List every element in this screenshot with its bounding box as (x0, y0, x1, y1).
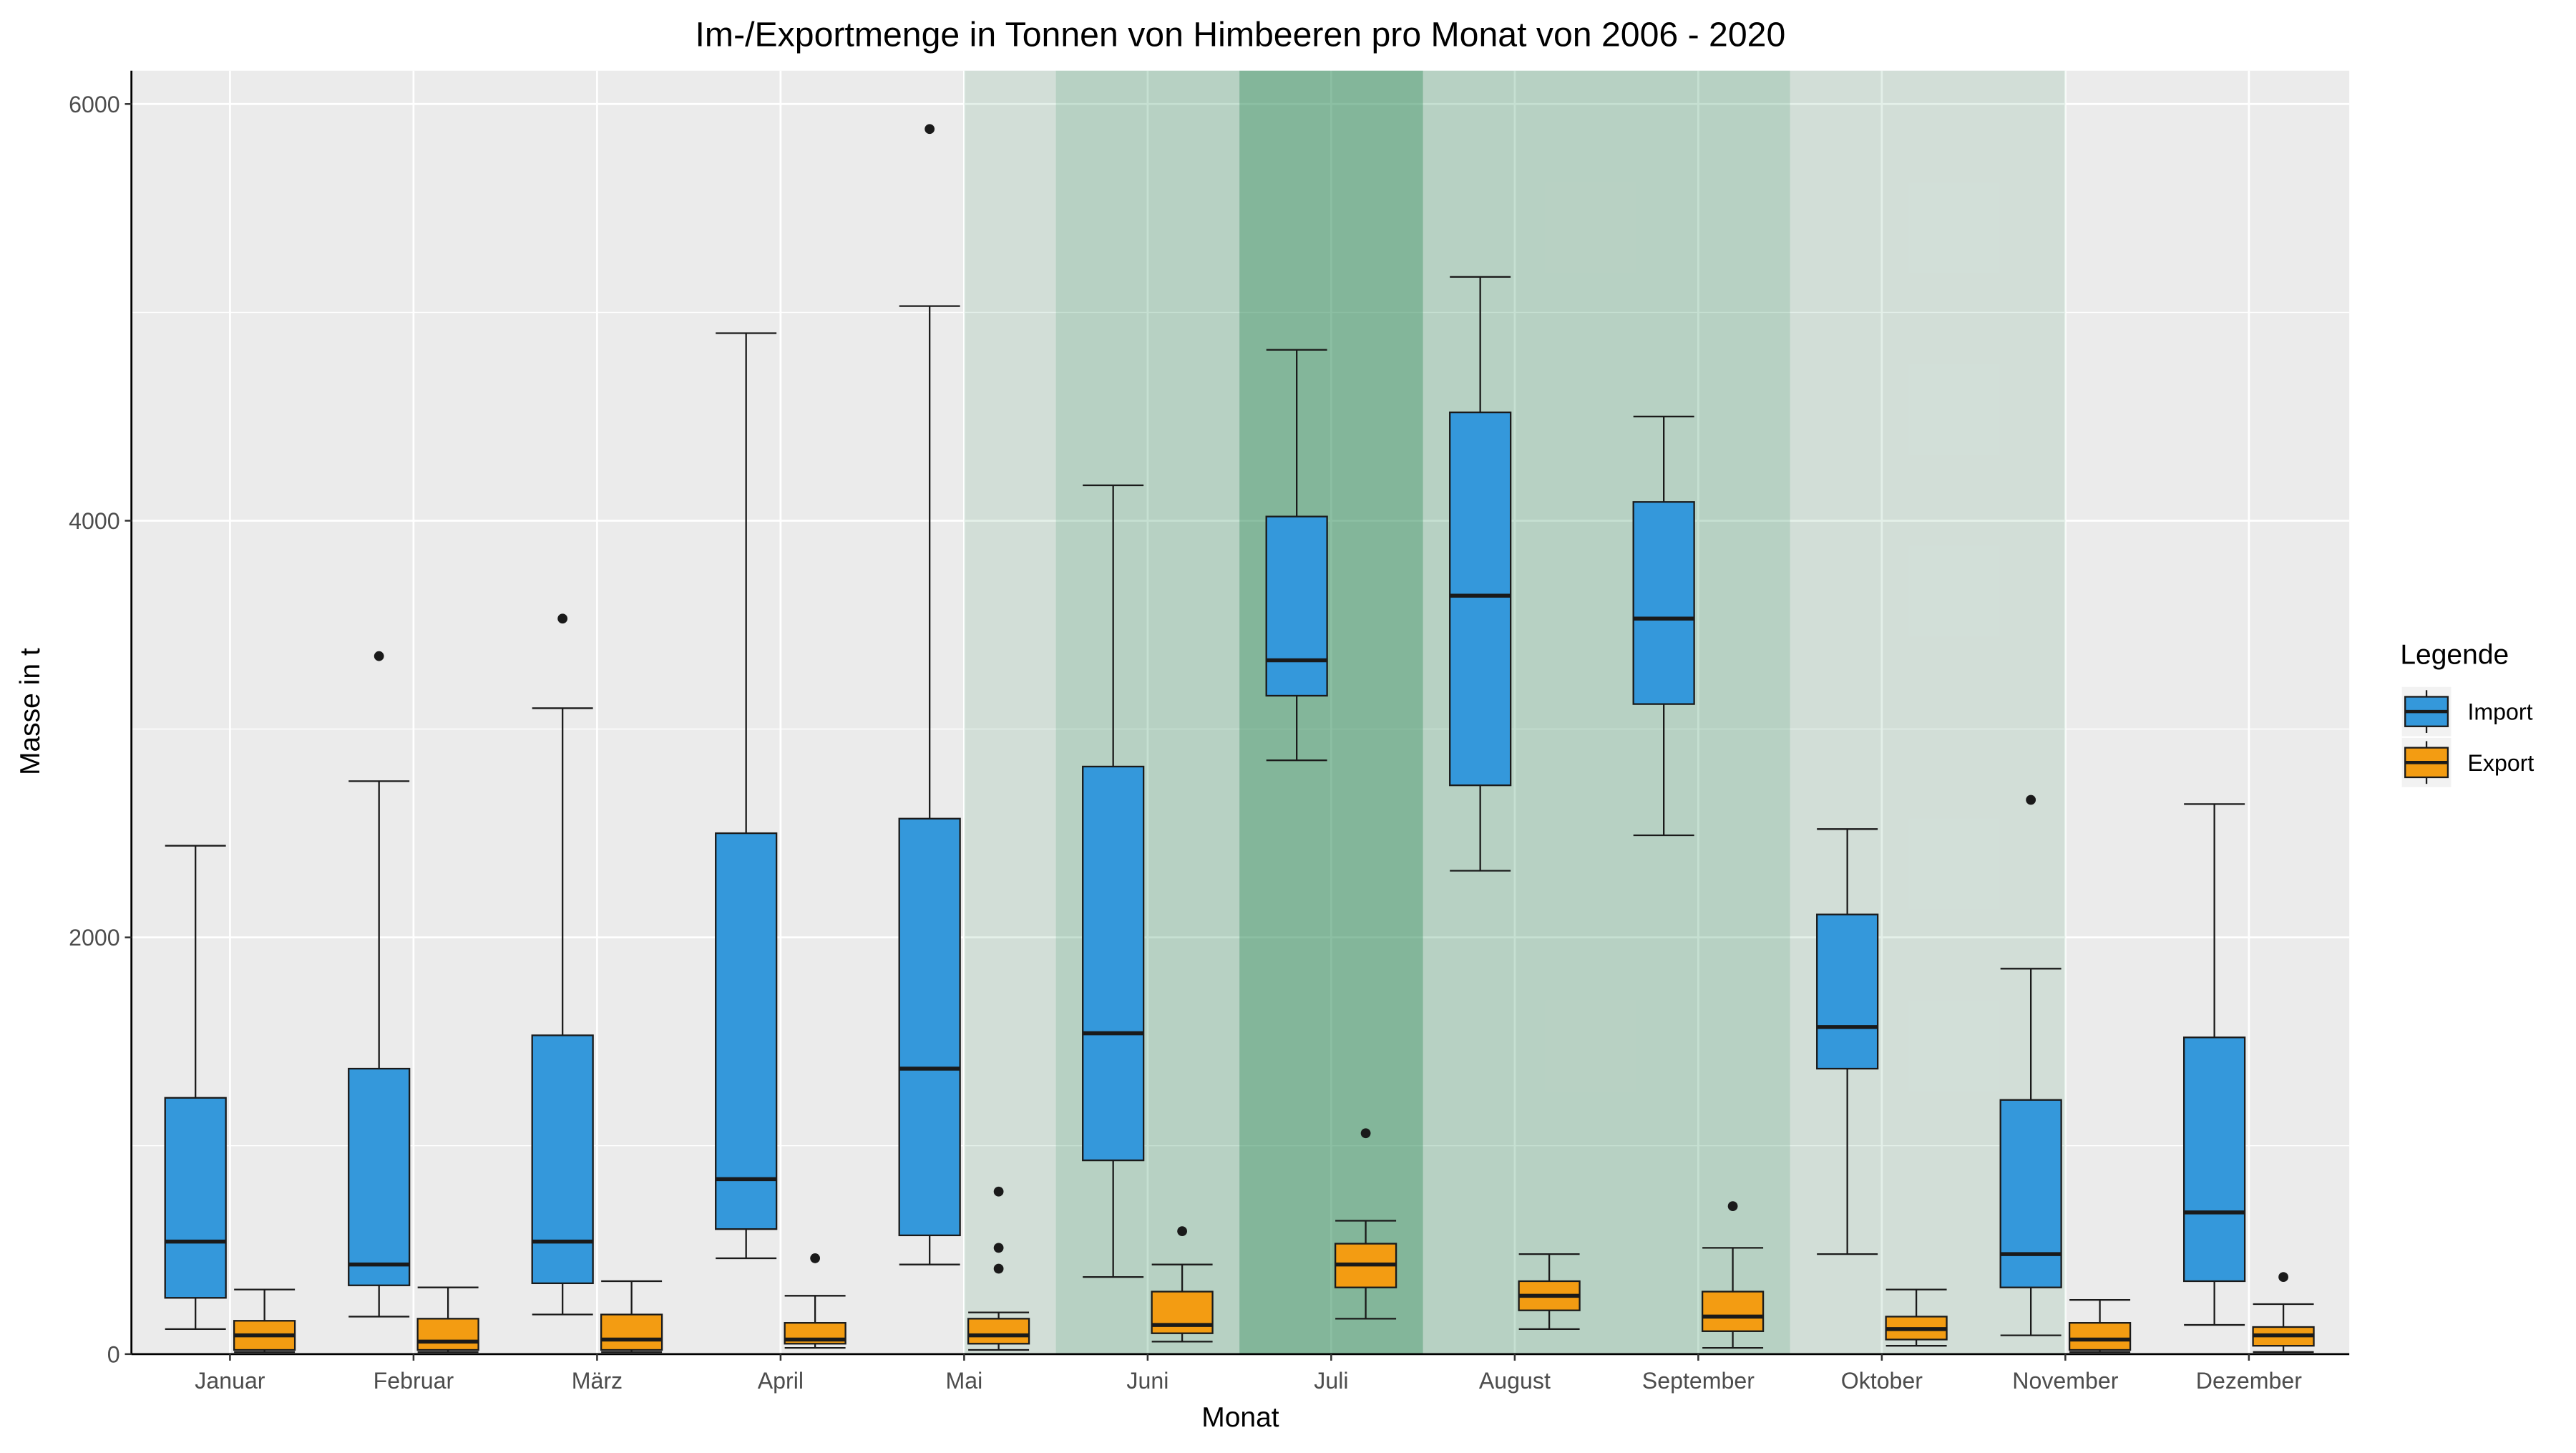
box-iqr (1816, 913, 1879, 1070)
legend-label-import: Import (2467, 699, 2532, 725)
box-iqr (1632, 501, 1695, 705)
boxplot-export (1334, 1128, 1397, 1320)
box-iqr (715, 832, 778, 1230)
box-iqr (2183, 1036, 2246, 1283)
x-tick-label: November (2012, 1368, 2118, 1394)
outlier-point (924, 124, 935, 135)
boxplot-import (1449, 276, 1512, 872)
boxplot-export (1885, 1288, 1948, 1347)
box-iqr (164, 1097, 227, 1299)
x-tick-label: August (1479, 1368, 1551, 1394)
boxplot-import (531, 613, 594, 1316)
box-iqr (531, 1034, 594, 1285)
legend-keys (2401, 686, 2451, 787)
boxplot-import (1816, 828, 1879, 1255)
boxplot-export (1701, 1201, 1765, 1349)
legend: Legende Import Export (2400, 640, 2534, 787)
outlier-point (1727, 1201, 1738, 1212)
boxplot-import (898, 124, 961, 1265)
boxplot-import (715, 332, 778, 1260)
x-tick-label: Januar (195, 1368, 265, 1394)
x-axis-title: Monat (1201, 1402, 1279, 1433)
boxplot-export (1151, 1226, 1214, 1343)
boxplot-export (2068, 1299, 2132, 1354)
boxplot-import (164, 845, 227, 1331)
axes: 0 2000 4000 6000 Januar Februar März April Mai Ju… (69, 70, 2350, 1394)
boxplot-export (600, 1280, 663, 1354)
outlier-point (2026, 794, 2036, 805)
boxplot-export (784, 1253, 847, 1349)
boxplot-export (967, 1186, 1030, 1351)
legend-key-import (2401, 686, 2451, 737)
boxplot-export (2252, 1272, 2315, 1354)
box-iqr (967, 1318, 1030, 1345)
outlier-point (993, 1186, 1004, 1197)
highlight-band (964, 70, 1056, 1354)
outlier-point (2278, 1272, 2288, 1283)
outlier-point (557, 613, 568, 624)
boxplot-import (1265, 349, 1328, 762)
outlier-point (374, 651, 384, 661)
boxplot-export (233, 1288, 296, 1354)
boxplot-import (2183, 803, 2246, 1326)
boxplot-import (1082, 484, 1145, 1278)
box-iqr (1999, 1099, 2062, 1288)
outlier-point (993, 1243, 1004, 1253)
x-tick-label: März (572, 1368, 623, 1394)
x-tick-label: Oktober (1841, 1368, 1923, 1394)
outlier-point (993, 1263, 1004, 1274)
boxplot-import (1999, 794, 2062, 1336)
highlight-band (1055, 70, 1240, 1354)
box-iqr (1265, 515, 1328, 697)
y-tick-label: 6000 (69, 92, 119, 117)
box-iqr (1701, 1291, 1765, 1332)
highlight-band (1239, 70, 1423, 1354)
legend-label-export: Export (2467, 750, 2534, 776)
boxplot-export (416, 1286, 479, 1354)
x-tick-label: Dezember (2196, 1368, 2302, 1394)
y-axis-title: Masse in t (15, 648, 46, 775)
box-iqr (1151, 1291, 1214, 1334)
highlight-bands (964, 70, 2066, 1354)
box-iqr (1449, 411, 1512, 787)
chart-title: Im-/Exportmenge in Tonnen von Himbeeren … (696, 15, 1786, 54)
y-tick-label: 0 (107, 1341, 120, 1367)
outlier-point (1360, 1128, 1371, 1139)
box-iqr (600, 1313, 663, 1351)
legend-key-export (2401, 737, 2451, 787)
x-tick-label: Februar (374, 1368, 454, 1394)
box-iqr (416, 1318, 479, 1351)
boxplot-import (1632, 415, 1695, 837)
x-tick-label: April (758, 1368, 804, 1394)
boxplot-import (348, 651, 411, 1318)
box-iqr (348, 1067, 411, 1286)
box-iqr (1082, 765, 1145, 1162)
boxplot-export (1518, 1253, 1581, 1331)
outlier-point (1177, 1226, 1187, 1236)
box-iqr (2068, 1322, 2132, 1351)
x-tick-label: Mai (946, 1368, 983, 1394)
box-iqr (898, 817, 961, 1237)
y-tick-label: 2000 (69, 925, 119, 951)
boxplots (164, 124, 2315, 1354)
x-tick-label: Juni (1126, 1368, 1169, 1394)
x-tick-label: Juli (1314, 1368, 1348, 1394)
x-tick-label: September (1642, 1368, 1755, 1394)
legend-title: Legende (2400, 640, 2509, 671)
outlier-point (810, 1253, 821, 1263)
y-tick-label: 4000 (69, 508, 119, 534)
